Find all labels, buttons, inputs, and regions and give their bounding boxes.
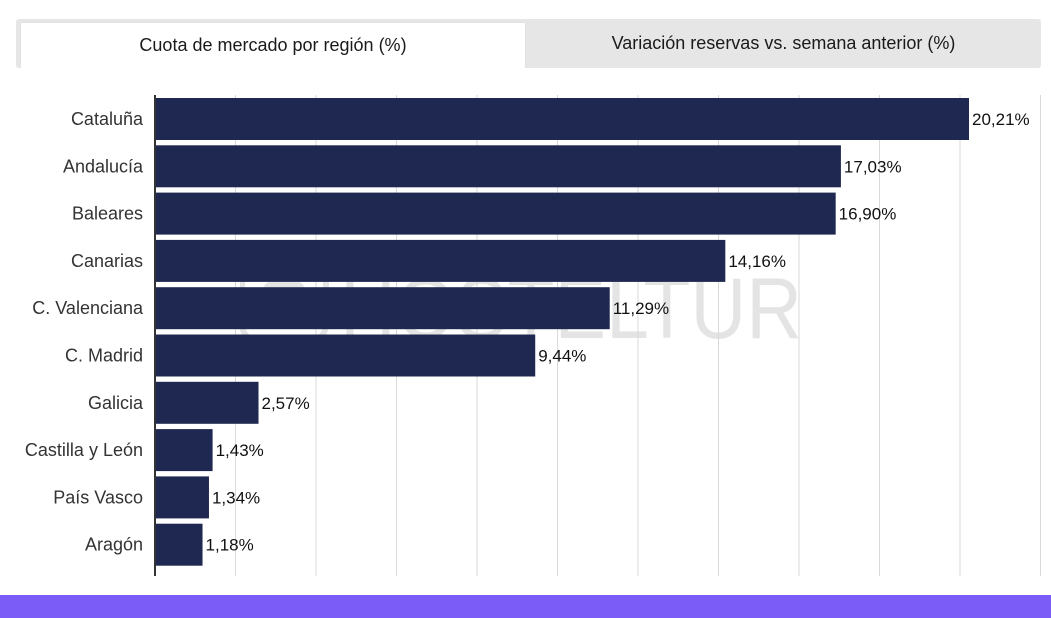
category-label: Baleares [72, 204, 143, 224]
bar [155, 192, 836, 235]
bar [155, 381, 259, 424]
value-label: 1,43% [216, 441, 264, 460]
category-label: C. Valenciana [32, 298, 144, 318]
bar [155, 98, 969, 140]
category-label: C. Madrid [65, 346, 143, 366]
value-label: 17,03% [844, 157, 902, 176]
category-label: Galicia [88, 393, 144, 413]
category-label: Aragón [85, 535, 143, 555]
bar [155, 145, 841, 188]
value-label: 2,57% [262, 394, 310, 413]
value-label: 9,44% [538, 347, 586, 366]
bar [155, 287, 610, 330]
footer-band [0, 595, 1051, 618]
tab-bar: Cuota de mercado por región (%) Variació… [16, 19, 1041, 68]
category-label: Cataluña [71, 109, 144, 129]
bar [155, 429, 213, 472]
category-label: País Vasco [53, 487, 143, 507]
category-label: Andalucía [63, 156, 144, 176]
value-label: 14,16% [728, 252, 786, 271]
value-label: 1,34% [212, 488, 260, 507]
value-label: 16,90% [839, 205, 897, 224]
tab-market-share[interactable]: Cuota de mercado por región (%) [20, 22, 526, 68]
bar-chart: Cataluña 20,21% Andalucía 17,03% Baleares 16,… [25, 95, 1041, 576]
value-label: 1,18% [206, 536, 254, 555]
value-label: 11,29% [613, 299, 669, 318]
category-label: Castilla y León [25, 440, 143, 460]
category-label: Canarias [71, 251, 143, 271]
bar [155, 476, 209, 519]
value-label: 20,21% [972, 110, 1030, 129]
bar [155, 239, 726, 282]
tab-booking-variation[interactable]: Variación reservas vs. semana anterior (… [611, 33, 956, 53]
bar [155, 523, 203, 566]
bar [155, 334, 536, 377]
